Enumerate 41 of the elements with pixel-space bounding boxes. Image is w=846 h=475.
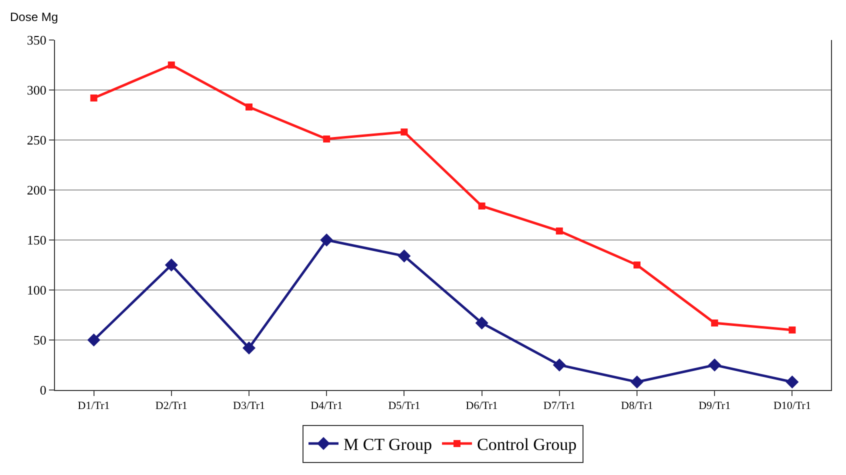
x-tick-label: D5/Tr1	[388, 400, 420, 412]
legend-label: M CT Group	[344, 435, 432, 454]
point	[552, 358, 566, 372]
x-tick-label: D4/Tr1	[310, 400, 343, 412]
x-tick-label: D10/Tr1	[773, 400, 811, 412]
x-tick-label: D9/Tr1	[698, 400, 731, 412]
y-tick-label: 50	[33, 332, 46, 348]
x-tick-label: D8/Tr1	[621, 400, 653, 412]
point	[630, 376, 644, 388]
point	[788, 326, 796, 334]
point	[320, 234, 334, 246]
x-tick-label: D7/Tr1	[543, 400, 576, 412]
y-axis-title: Dose Mg	[10, 10, 58, 24]
point	[708, 358, 722, 372]
point	[398, 250, 411, 262]
x-tick-label: D2/Tr1	[155, 400, 188, 412]
point	[246, 104, 252, 110]
y-tick-label: 250	[26, 132, 46, 148]
point	[168, 62, 175, 68]
point	[87, 334, 100, 346]
x-tick-label: D6/Tr1	[466, 400, 498, 412]
y-tick-label: 150	[26, 232, 46, 248]
point	[556, 228, 563, 234]
point	[634, 262, 640, 268]
y-tick-label: 300	[26, 82, 46, 98]
point	[164, 258, 178, 272]
y-tick-label: 100	[26, 282, 46, 298]
y-tick-label: 200	[26, 182, 46, 198]
point	[323, 136, 330, 142]
y-tick-label: 350	[26, 32, 46, 48]
point	[90, 94, 98, 102]
point	[242, 342, 256, 354]
x-tick-label: D3/Tr1	[233, 400, 265, 412]
point	[786, 376, 799, 388]
y-tick-label: 0	[40, 382, 46, 398]
x-tick-label: D1/Tr1	[78, 400, 110, 412]
point	[400, 128, 408, 136]
legend-label: Control Group	[476, 435, 577, 454]
point	[475, 316, 488, 330]
point	[478, 202, 486, 210]
point	[711, 320, 718, 326]
